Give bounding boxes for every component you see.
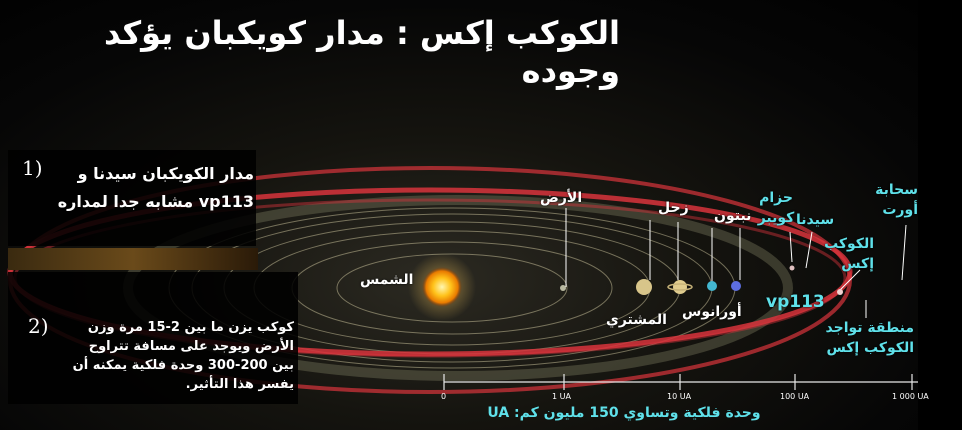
saturn-label: زحل <box>658 200 689 216</box>
scale-tick-label: 1 UA <box>552 392 571 401</box>
scale-tick-label: 1 000 UA <box>892 392 929 401</box>
page-title: الكوكب إكس : مدار كويكبان يؤكد وجوده <box>104 14 620 90</box>
uranus-icon <box>707 281 717 291</box>
note-1-line: مدار الكويكبان سيدنا و <box>77 164 254 183</box>
note-1-line: vp113 مشابه جدا لمداره <box>57 192 254 211</box>
note-2-text: كوكب يزن ما بين 2-15 مرة وزن الأرض ويوجد… <box>54 318 294 394</box>
jupiter-icon <box>636 279 652 295</box>
saturn-icon <box>667 280 693 294</box>
note-2-line: كوكب يزن ما بين 2-15 مرة وزن <box>87 320 294 335</box>
scale-tick-label: 100 UA <box>780 392 810 401</box>
note-2-line: بين 200-300 وحدة فلكية يمكنه أن <box>72 358 294 373</box>
note-2-line: يفسر هذا التأثير. <box>185 377 294 392</box>
vp113-label: vp113 <box>766 292 825 312</box>
note-2-panel <box>8 272 298 404</box>
planet-x-icon <box>837 289 843 295</box>
note-2-line: الأرض ويوجد على مسافة تتراوح <box>88 339 294 354</box>
scale-tick-label: 10 UA <box>667 392 692 401</box>
planet-x-zone-label: منطقة تواجد الكوكب إكس <box>825 320 914 356</box>
sun-icon <box>422 267 462 307</box>
neptune-icon <box>731 281 741 291</box>
sedna-icon <box>789 265 795 271</box>
right-edge-panel <box>918 0 962 430</box>
earth-icon <box>560 285 566 291</box>
earth-label: الأرض <box>540 190 583 206</box>
sun-label: الشمس <box>360 272 414 288</box>
planet-x-label: الكوكب إكس <box>824 236 874 272</box>
note-1-number: 1) <box>22 156 43 180</box>
scale-tick-label: 0 <box>441 392 447 401</box>
image-strip <box>8 248 258 270</box>
uranus-label: أورانوس <box>682 304 742 320</box>
neptune-label: نبتون <box>714 208 752 224</box>
pointer-lines <box>565 208 907 318</box>
jupiter-label: المشتري <box>606 312 667 328</box>
scale-caption: وحدة فلكية وتساوي 150 مليون كم: UA <box>487 405 761 421</box>
note-1-panel <box>8 150 256 246</box>
note-2-number: 2) <box>28 314 49 338</box>
oort-cloud-label: سحابة أورت <box>875 182 918 218</box>
scale-axis <box>443 374 934 390</box>
note-1-text: مدار الكويكبان سيدنا و vp113 مشابه جدا ل… <box>40 160 254 216</box>
earth-orbit <box>336 253 568 323</box>
kuiper-belt-label: حزام كويبر <box>757 190 795 226</box>
sedna-label: سيدنا <box>796 212 835 228</box>
